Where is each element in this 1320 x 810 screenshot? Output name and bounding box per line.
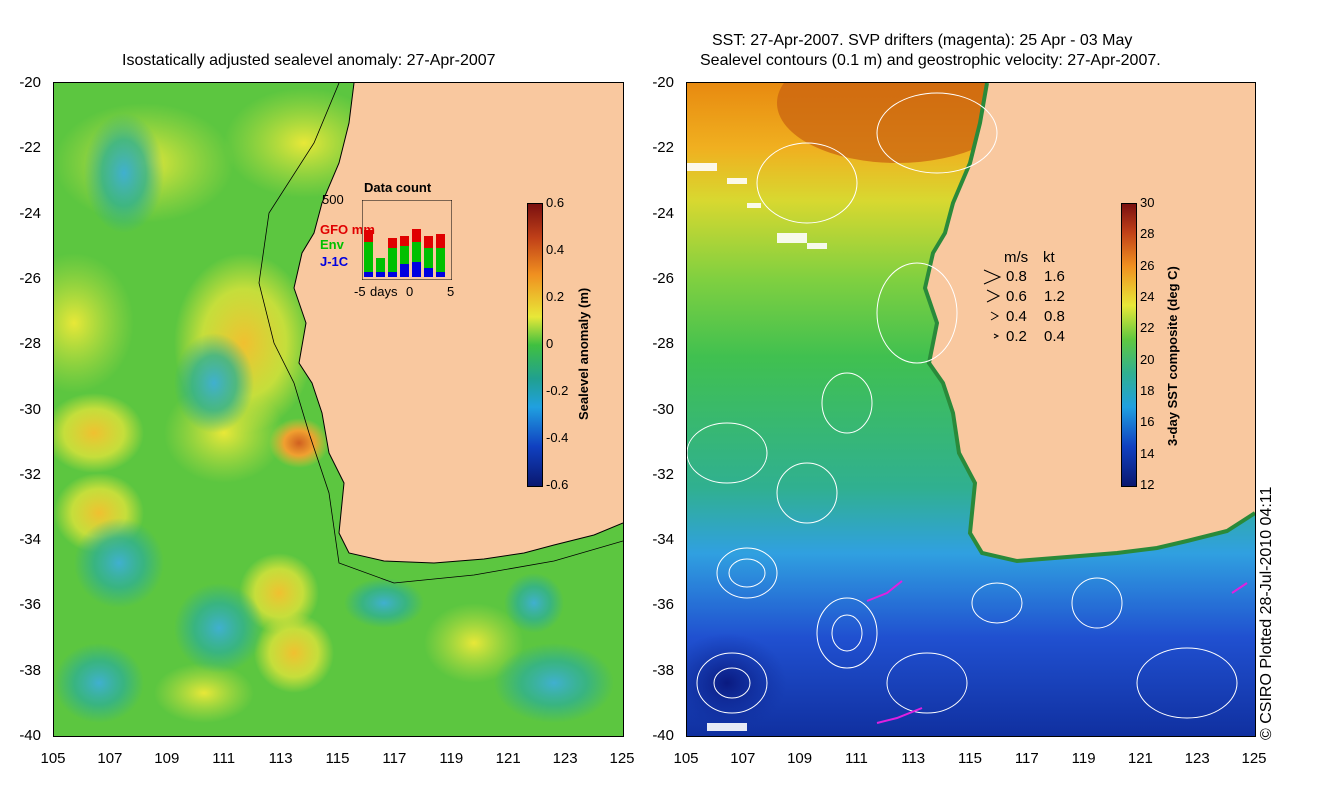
velocity-ms-value: 0.4 [1006, 308, 1027, 325]
y-tick-label: -34 [19, 531, 41, 549]
legend-header-kt: kt [1043, 249, 1055, 266]
left-map-title: Isostatically adjusted sealevel anomaly:… [122, 52, 496, 69]
inset-xlabel-days: days [370, 284, 398, 299]
data-count-histogram [362, 200, 452, 280]
right-map-title-1: SST: 27-Apr-2007. SVP drifters (magenta)… [712, 32, 1133, 49]
colorbar-tick-label: 20 [1140, 351, 1155, 367]
y-tick-label: -40 [19, 727, 41, 744]
y-tick-label: -36 [19, 596, 41, 614]
x-tick-label: 109 [787, 750, 813, 767]
colorbar-tick-label: -0.6 [546, 477, 569, 492]
y-tick-label: -38 [652, 661, 674, 679]
y-tick-label: -26 [652, 269, 674, 287]
left-map-panel[interactable] [53, 82, 624, 737]
inset-xlabel-right: 5 [447, 284, 455, 299]
velocity-ms-value: 0.2 [1006, 328, 1027, 345]
colorbar-tick-label: 0.4 [546, 242, 565, 257]
y-tick-label: -28 [652, 335, 674, 353]
x-tick-label: 107 [97, 750, 123, 767]
y-tick-label: -34 [652, 531, 674, 549]
colorbar-tick-label: 24 [1140, 289, 1155, 304]
legend-gfo: GFO mm [320, 222, 375, 237]
colorbar-tick-label: 0 [546, 336, 554, 351]
histogram-bars [364, 229, 445, 277]
x-tick-label: 125 [1241, 750, 1267, 767]
sst-colorbar-gradient [1121, 203, 1137, 487]
x-tick-label: 107 [730, 750, 756, 767]
x-tick-label: 119 [1071, 750, 1096, 767]
colorbar-tick-label: 0.6 [546, 195, 565, 210]
legend-header-ms: m/s [1004, 249, 1029, 266]
y-tick-label: -26 [19, 269, 41, 287]
velocity-kt-value: 0.4 [1044, 328, 1065, 345]
inset-ymax: 500 [322, 192, 344, 207]
x-tick-label: 123 [1184, 750, 1210, 767]
x-tick-label: 109 [154, 750, 180, 767]
inset-xlabel-left: -5 [354, 284, 366, 299]
y-tick-label: -28 [19, 335, 41, 353]
y-tick-label: -32 [652, 465, 674, 483]
y-tick-label: -30 [19, 400, 41, 418]
legend-j1c: J-1C [320, 254, 349, 269]
y-tick-label: -24 [652, 204, 674, 222]
colorbar-tick-label: 14 [1140, 445, 1155, 461]
x-tick-label: 121 [1127, 750, 1153, 767]
y-tick-label: -32 [19, 465, 41, 483]
x-tick-label: 115 [325, 750, 350, 767]
colorbar-tick-label: -0.2 [546, 383, 569, 398]
velocity-ms-value: 0.8 [1006, 268, 1027, 285]
y-tick-label: -40 [652, 727, 674, 744]
x-tick-label: 105 [40, 750, 66, 767]
svp-drifter-tracks [866, 580, 1248, 724]
colorbar-tick-label: 28 [1140, 226, 1155, 242]
credit-text: © CSIRO Plotted 28-Jul-2010 04:11 [1258, 486, 1275, 740]
y-tick-label: -30 [652, 400, 674, 418]
sst-map [687, 83, 1255, 736]
sealevel-colorbar-gradient [527, 203, 543, 487]
cloud-mask [687, 163, 827, 731]
sealevel-contours [687, 92, 1238, 719]
colorbar-tick-label: 22 [1140, 320, 1155, 336]
velocity-arrow-glyphs [983, 269, 1002, 339]
australia-landmass-sst [925, 83, 1255, 561]
x-tick-label: 117 [382, 750, 407, 767]
x-tick-label: 115 [958, 750, 982, 767]
y-tick-label: -38 [19, 661, 41, 679]
colorbar-tick-label: 16 [1140, 414, 1155, 430]
legend-env: Env [320, 237, 344, 252]
colorbar-tick-label: 0.2 [546, 289, 565, 304]
inset-title: Data count [364, 180, 432, 195]
colorbar-tick-label: 30 [1140, 195, 1155, 210]
velocity-kt-value: 1.2 [1044, 288, 1065, 305]
right-map-title-2: Sealevel contours (0.1 m) and geostrophi… [700, 52, 1161, 69]
x-tick-label: 117 [1014, 750, 1039, 767]
right-map-panel[interactable] [686, 82, 1256, 737]
colorbar-tick-label: 12 [1140, 477, 1155, 492]
x-tick-label: 121 [495, 750, 521, 767]
y-tick-label: -36 [652, 596, 674, 614]
sealevel-colorbar-label: Sealevel anomaly (m) [576, 287, 591, 420]
colorbar-tick-label: 26 [1140, 257, 1155, 273]
velocity-kt-value: 0.8 [1044, 308, 1065, 325]
x-tick-label: 125 [609, 750, 635, 767]
y-tick-label: -24 [19, 204, 41, 222]
colorbar-tick-label: 18 [1140, 383, 1155, 398]
y-tick-label: -22 [652, 139, 674, 157]
inset-xlabel-zero: 0 [406, 284, 414, 299]
y-tick-label: -20 [652, 74, 674, 91]
x-tick-label: 111 [212, 750, 236, 767]
velocity-ms-value: 0.6 [1006, 288, 1027, 305]
x-tick-label: 119 [439, 750, 464, 767]
x-tick-label: 113 [268, 750, 293, 767]
colorbar-tick-label: -0.4 [546, 430, 569, 445]
x-tick-label: 123 [552, 750, 578, 767]
y-tick-label: -22 [19, 139, 41, 157]
sealevel-anomaly-map [54, 83, 623, 736]
x-tick-label: 105 [673, 750, 699, 767]
velocity-kt-value: 1.6 [1044, 268, 1065, 285]
x-tick-label: 113 [901, 750, 926, 767]
sst-colorbar-label: 3-day SST composite (deg C) [1165, 266, 1180, 446]
x-tick-label: 111 [844, 750, 868, 767]
y-tick-label: -20 [19, 74, 41, 91]
